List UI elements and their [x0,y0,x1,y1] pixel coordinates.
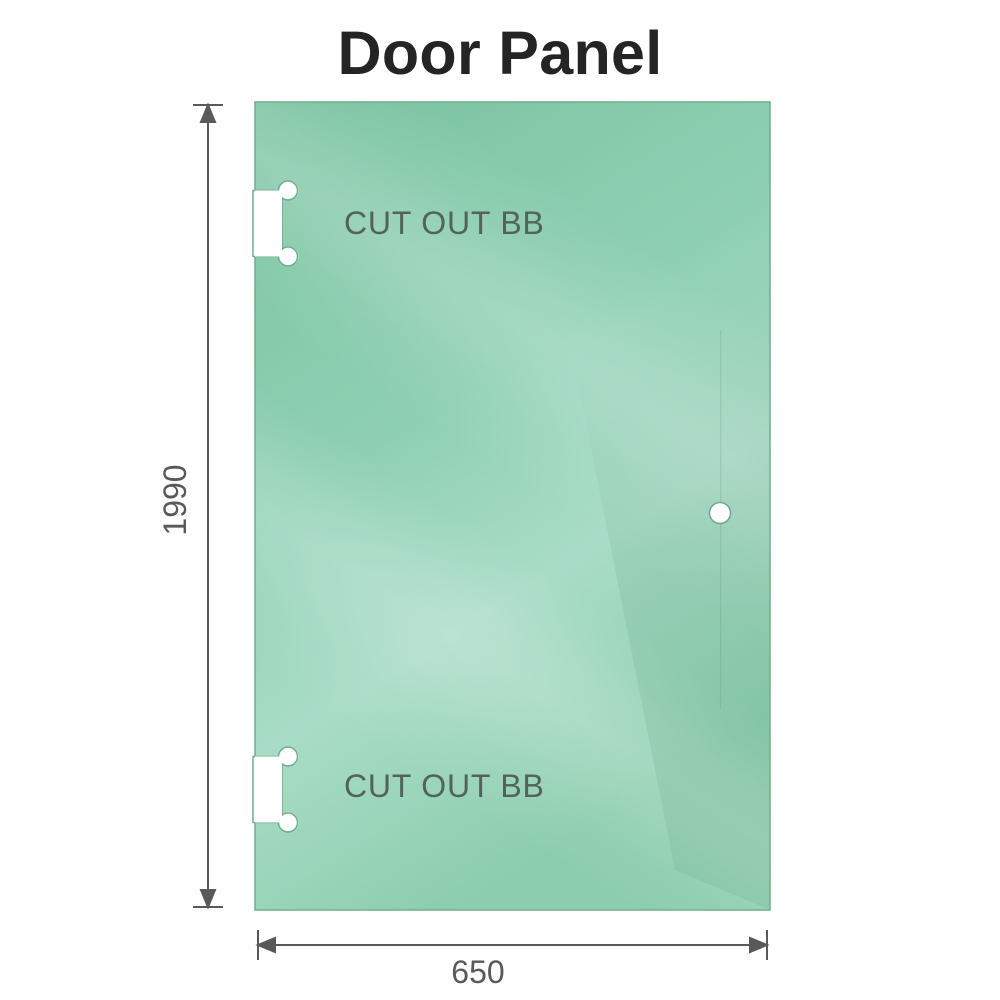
svg-text:CUT OUT BB: CUT OUT BB [344,205,545,241]
svg-text:CUT OUT BB: CUT OUT BB [344,768,545,804]
svg-text:1990: 1990 [157,464,193,535]
svg-text:650: 650 [451,954,504,990]
